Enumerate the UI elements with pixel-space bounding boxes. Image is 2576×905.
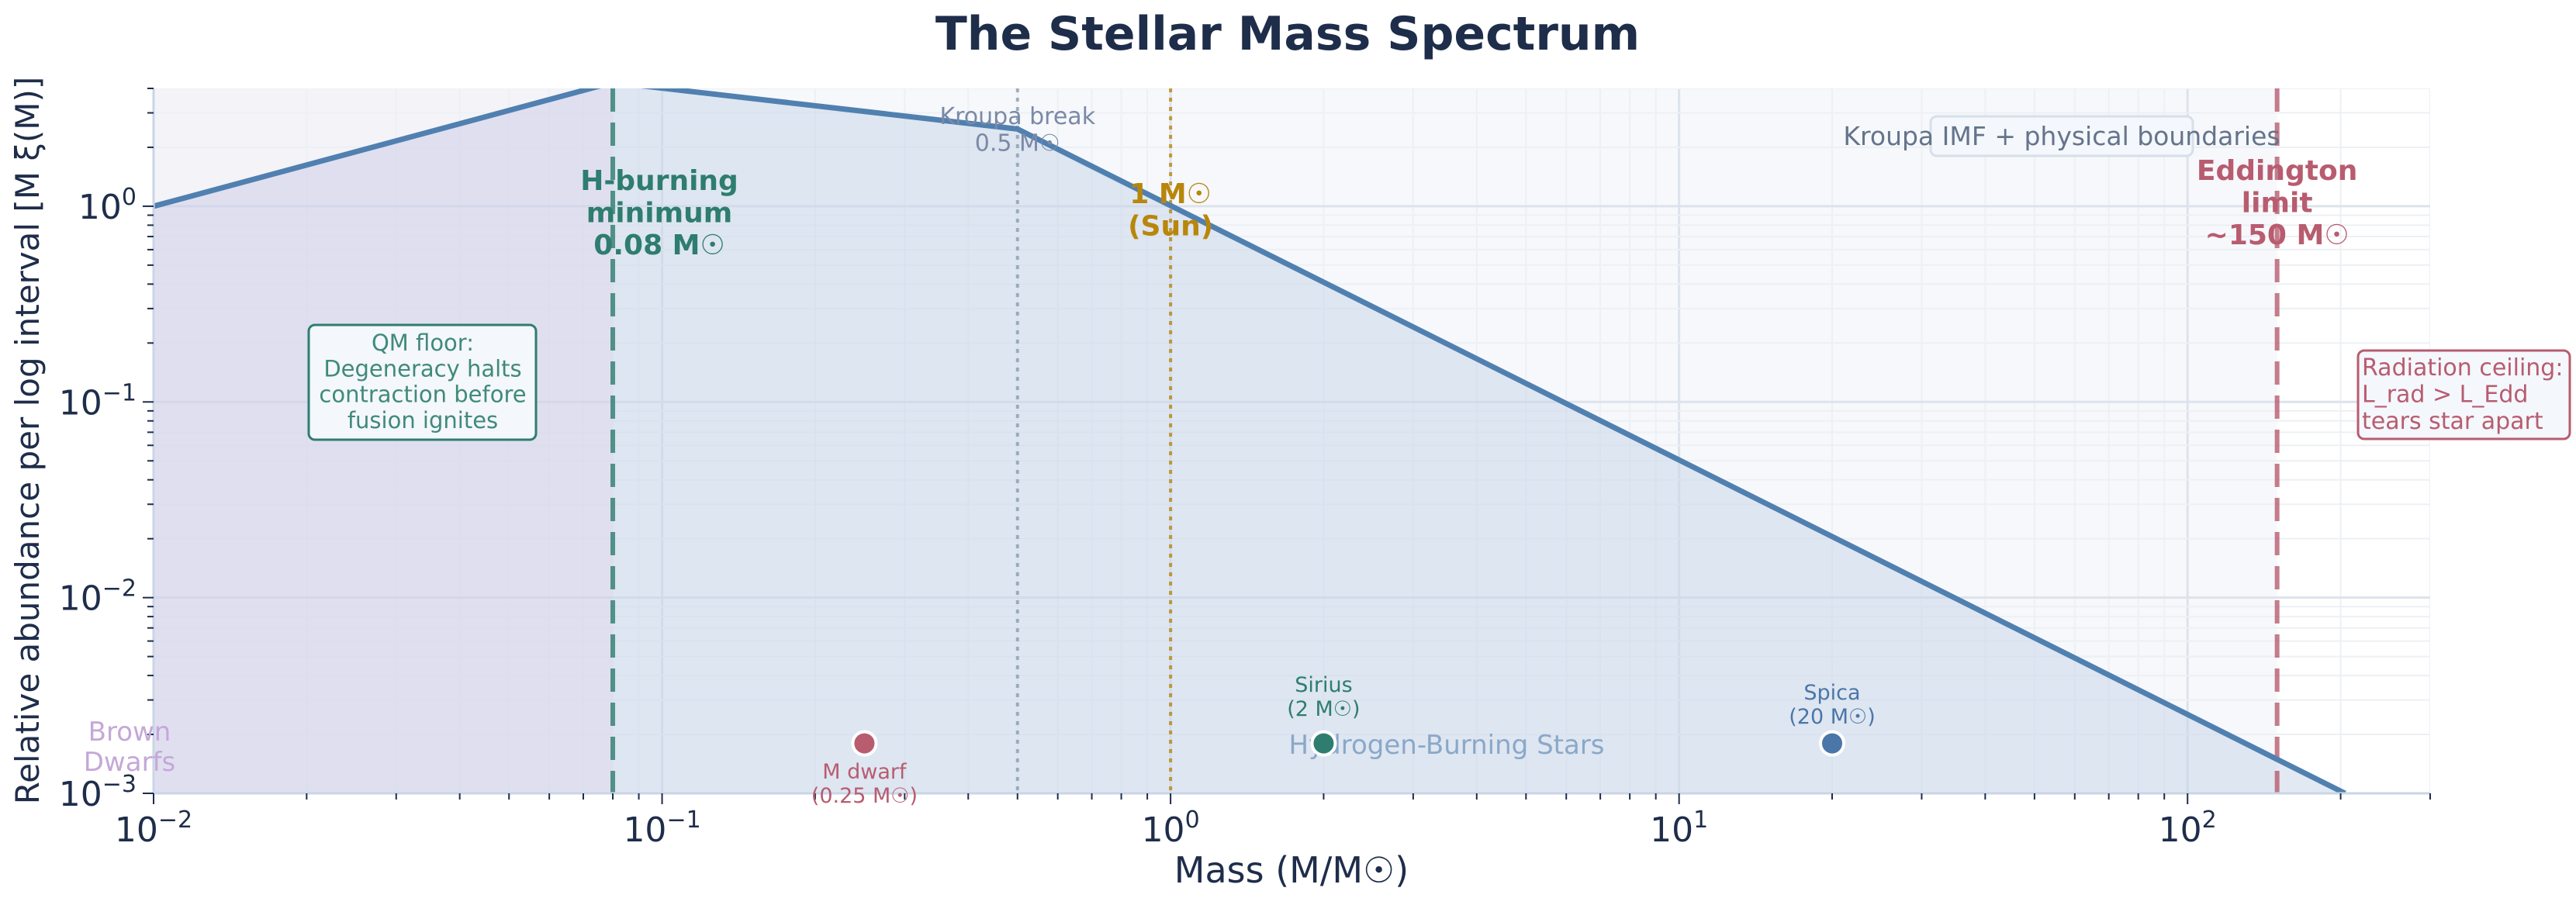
spica-label-line: Spica bbox=[1803, 681, 1860, 705]
radiation-ceiling-text: Radiation ceiling: L_rad > L_Edd tears sta… bbox=[2362, 354, 2563, 435]
m-dwarf-label-line: M dwarf bbox=[822, 760, 908, 784]
x-tick-exp: 0 bbox=[1185, 807, 1200, 834]
x-tick-label: 10−2 bbox=[115, 807, 192, 850]
radiation-ceiling-text-line: Radiation ceiling: bbox=[2362, 354, 2563, 382]
star-point-1 bbox=[1310, 730, 1337, 757]
y-tick-exp: −1 bbox=[102, 379, 137, 406]
eddington-label-line: limit bbox=[2242, 187, 2313, 219]
legend-note-text-line: Kroupa IMF + physical boundaries bbox=[1843, 121, 2280, 151]
eddington-label-line: ~150 M☉ bbox=[2205, 219, 2350, 251]
y-tick-label: 10−3 bbox=[59, 771, 137, 814]
y-tick-base: 10 bbox=[59, 383, 102, 423]
x-axis-label: Mass (M/M☉) bbox=[1174, 849, 1409, 891]
legend-note-box bbox=[1929, 115, 2194, 157]
hydrogen-burning-label-line: Hydrogen-Burning Stars bbox=[1288, 730, 1604, 761]
h-burning-label-line: H-burning bbox=[580, 165, 738, 197]
radiation-ceiling-text-line: tears star apart bbox=[2362, 408, 2543, 435]
y-tick-label: 100 bbox=[78, 184, 137, 227]
y-tick-exp: −3 bbox=[102, 771, 137, 798]
legend-note-text: Kroupa IMF + physical boundaries bbox=[1843, 121, 2280, 151]
qm-floor-text-line: Degeneracy halts bbox=[323, 355, 521, 382]
radiation-ceiling-text-line: L_rad > L_Edd bbox=[2362, 382, 2528, 409]
qm-floor-text-line: QM floor: bbox=[372, 330, 474, 356]
x-tick-label: 100 bbox=[1142, 807, 1200, 850]
y-axis-label: Relative abundance per log interval [M ξ… bbox=[9, 77, 47, 804]
x-tick-base: 10 bbox=[1142, 810, 1185, 850]
qm-floor-text: QM floor: Degeneracy halts contraction bef… bbox=[319, 330, 526, 434]
qm-floor-text-line: contraction before bbox=[319, 382, 526, 408]
m-dwarf-label-line: (0.25 M☉) bbox=[811, 784, 918, 808]
sirius-label: Sirius (2 M☉) bbox=[1287, 673, 1360, 721]
qm-floor-box bbox=[307, 323, 538, 441]
x-tick-base: 10 bbox=[2159, 810, 2202, 850]
sirius-label-line: (2 M☉) bbox=[1287, 697, 1360, 721]
kroupa-break-label-line: 0.5 M☉ bbox=[975, 130, 1060, 157]
brown-dwarfs-label-line: Brown bbox=[88, 717, 171, 748]
spica-label-line: (20 M☉) bbox=[1789, 705, 1876, 729]
h-burning-label-line: 0.08 M☉ bbox=[593, 230, 724, 261]
eddington-label: Eddington limit ~150 M☉ bbox=[2197, 155, 2357, 251]
y-tick-base: 10 bbox=[59, 775, 102, 814]
x-tick-base: 10 bbox=[1650, 810, 1693, 850]
imf-curve bbox=[154, 88, 2346, 793]
chart-title: The Stellar Mass Spectrum bbox=[935, 7, 1640, 61]
h-burning-label-line: minimum bbox=[586, 197, 732, 229]
kroupa-break-label-line: Kroupa break bbox=[939, 103, 1095, 130]
x-tick-base: 10 bbox=[623, 810, 666, 850]
y-tick-exp: 0 bbox=[122, 184, 137, 211]
sun-label: 1 M☉ (Sun) bbox=[1128, 178, 1213, 242]
star-point-0 bbox=[851, 730, 878, 757]
star-point-2 bbox=[1819, 730, 1846, 757]
x-tick-label: 10−1 bbox=[623, 807, 700, 850]
eddington-label-line: Eddington bbox=[2197, 155, 2357, 187]
x-tick-exp: −1 bbox=[666, 807, 700, 834]
qm-floor-text-line: fusion ignites bbox=[348, 407, 498, 434]
hydrogen-burning-label: Hydrogen-Burning Stars bbox=[1288, 730, 1604, 761]
y-tick-label: 10−1 bbox=[59, 379, 137, 423]
y-tick-label: 10−2 bbox=[59, 575, 137, 619]
x-tick-exp: 2 bbox=[2202, 807, 2217, 834]
spica-label: Spica (20 M☉) bbox=[1789, 681, 1876, 729]
x-tick-exp: −2 bbox=[158, 807, 192, 834]
kroupa-break-label: Kroupa break 0.5 M☉ bbox=[939, 103, 1095, 157]
y-tick-base: 10 bbox=[78, 188, 122, 227]
sirius-label-line: Sirius bbox=[1295, 673, 1352, 697]
h-burning-label: H-burning minimum 0.08 M☉ bbox=[580, 165, 738, 261]
x-tick-base: 10 bbox=[115, 810, 158, 850]
y-tick-base: 10 bbox=[59, 579, 102, 619]
brown-dwarfs-label-line: Dwarfs bbox=[84, 747, 176, 778]
sun-label-line: 1 M☉ bbox=[1129, 178, 1212, 210]
x-tick-exp: 1 bbox=[1693, 807, 1708, 834]
hydrogen-burning-fill bbox=[613, 88, 2346, 793]
x-tick-label: 101 bbox=[1650, 807, 1708, 850]
brown-dwarfs-label: Brown Dwarfs bbox=[84, 717, 176, 778]
m-dwarf-label: M dwarf (0.25 M☉) bbox=[811, 760, 918, 808]
x-tick-label: 102 bbox=[2159, 807, 2217, 850]
radiation-ceiling-box bbox=[2356, 349, 2571, 440]
y-tick-exp: −2 bbox=[102, 575, 137, 603]
sun-label-line: (Sun) bbox=[1128, 210, 1213, 242]
